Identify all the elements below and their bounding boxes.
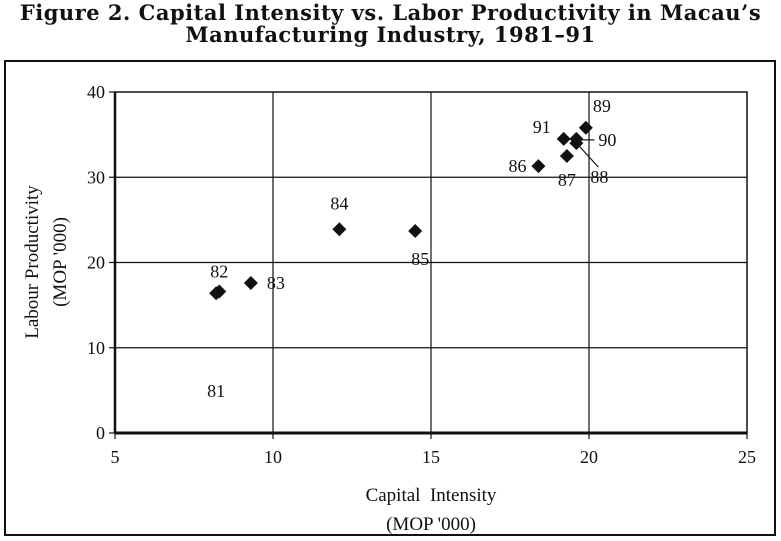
y-tick-label: 40 xyxy=(87,82,105,102)
x-tick-label: 15 xyxy=(422,447,440,467)
point-label-88: 88 xyxy=(590,167,608,187)
tick-labels: 5 10 15 20 25 0 10 20 30 40 xyxy=(87,82,756,467)
point-label-85: 85 xyxy=(411,249,429,269)
point-label-91: 91 xyxy=(533,117,551,137)
point-label-81: 81 xyxy=(207,381,225,401)
y-tick-label: 10 xyxy=(87,338,105,358)
leader-lines xyxy=(577,139,599,168)
y-tick-label: 0 xyxy=(96,423,105,443)
point-label-86: 86 xyxy=(508,156,526,176)
point-labels: 81 82 83 84 85 86 87 88 89 90 91 xyxy=(207,96,616,401)
x-axis-title-line-2: (MOP '000) xyxy=(386,514,476,535)
data-point-87 xyxy=(559,148,574,163)
x-tick-label: 20 xyxy=(580,447,598,467)
data-points xyxy=(209,120,593,301)
data-point-90 xyxy=(569,131,584,146)
point-label-89: 89 xyxy=(593,96,611,116)
leader-line-88 xyxy=(577,144,599,168)
point-label-82: 82 xyxy=(210,261,228,281)
y-tick-label: 30 xyxy=(87,167,105,187)
y-axis-title-line-2: (MOP '000) xyxy=(50,217,71,307)
point-label-84: 84 xyxy=(330,193,348,213)
point-label-87: 87 xyxy=(558,170,576,190)
data-point-89 xyxy=(578,120,593,135)
data-point-82 xyxy=(212,284,227,299)
data-point-91 xyxy=(556,131,571,146)
y-tick-label: 20 xyxy=(87,253,105,273)
data-point-85 xyxy=(408,223,423,238)
point-label-83: 83 xyxy=(267,273,285,293)
point-label-90: 90 xyxy=(598,130,616,150)
x-tick-label: 25 xyxy=(738,447,756,467)
y-axis-title-line-1: Labour Productivity xyxy=(22,185,43,339)
title-line-1: Figure 2. Capital Intensity vs. Labor Pr… xyxy=(19,0,762,25)
data-point-83 xyxy=(243,275,258,290)
data-point-86 xyxy=(531,159,546,174)
x-tick-label: 5 xyxy=(111,447,120,467)
chart-title: Figure 2. Capital Intensity vs. Labor Pr… xyxy=(0,2,781,46)
data-point-84 xyxy=(332,222,347,237)
x-tick-label: 10 xyxy=(264,447,282,467)
figure-frame xyxy=(4,60,776,536)
x-axis-title-line-1: Capital Intensity xyxy=(366,485,497,506)
title-line-2: Manufacturing Industry, 1981–91 xyxy=(185,22,596,47)
